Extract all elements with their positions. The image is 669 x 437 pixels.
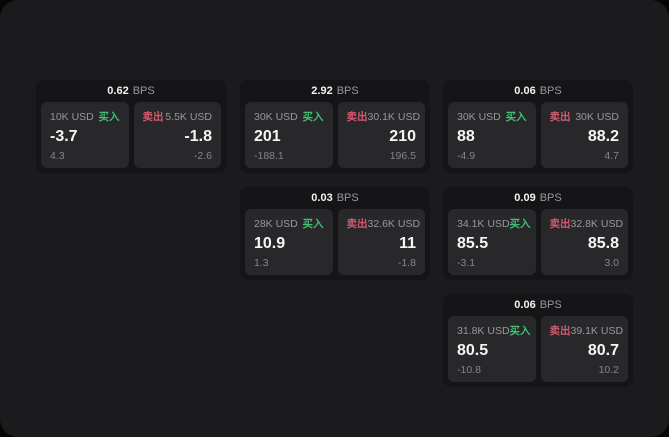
bps-value: 0.06 [514, 299, 536, 311]
bps-header: 0.06 BPS [448, 80, 628, 102]
sell-amount: 32.8K USD [570, 217, 624, 230]
sell-price: -1.8 [184, 128, 212, 145]
buy-side-label: 买入 [302, 218, 324, 230]
sell-amount: 5.5K USD [165, 110, 212, 123]
sell-price: 85.8 [587, 235, 619, 252]
bps-unit-label: BPS [539, 299, 562, 311]
bps-header: 0.03 BPS [245, 187, 425, 209]
sell-delta: 4.7 [604, 150, 619, 162]
sell-price: 210 [389, 128, 416, 145]
buy-delta: -10.8 [457, 364, 481, 376]
buy-price: 85.5 [457, 235, 489, 252]
sell-delta: 196.5 [389, 150, 416, 162]
buy-side-label: 买入 [98, 111, 120, 123]
buy-price: 201 [254, 128, 281, 145]
sell-quote-tile[interactable]: 卖出 32.6K USD 11 -1.8 [337, 209, 425, 275]
buy-side-label: 买入 [505, 111, 527, 123]
quote-card: 0.03 BPS 28K USD 买入 10.9 1.3 卖出 32.6K USD… [240, 187, 430, 280]
sell-quote-tile[interactable]: 卖出 5.5K USD -1.8 -2.6 [133, 102, 221, 168]
bps-unit-label: BPS [132, 85, 155, 97]
sell-quote-tile[interactable]: 卖出 30.1K USD 210 196.5 [337, 102, 425, 168]
bps-value: 0.06 [514, 85, 536, 97]
sell-quote-tile[interactable]: 卖出 32.8K USD 85.8 3.0 [540, 209, 628, 275]
bps-value: 2.92 [311, 85, 333, 97]
buy-amount: 34.1K USD [457, 217, 510, 230]
buy-delta: -188.1 [254, 150, 284, 162]
buy-price: 10.9 [254, 235, 286, 252]
buy-price: 80.5 [457, 342, 489, 359]
sell-delta: -2.6 [193, 150, 212, 162]
quote-card: 2.92 BPS 30K USD 买入 201 -188.1 卖出 30.1K U… [240, 80, 430, 173]
sell-price: 88.2 [587, 128, 619, 145]
buy-price: 88 [457, 128, 475, 145]
sell-side-label: 卖出 [142, 111, 164, 123]
buy-amount: 10K USD [50, 110, 94, 123]
sell-side-label: 卖出 [549, 218, 571, 230]
sell-amount: 39.1K USD [570, 324, 624, 337]
bps-header: 2.92 BPS [245, 80, 425, 102]
bps-unit-label: BPS [336, 85, 359, 97]
sell-amount: 32.6K USD [367, 217, 421, 230]
sell-side-label: 卖出 [346, 218, 368, 230]
buy-quote-tile[interactable]: 31.8K USD 买入 80.5 -10.8 [448, 316, 536, 382]
sell-side-label: 卖出 [549, 325, 571, 337]
sell-delta: 3.0 [604, 257, 619, 269]
bps-header: 0.09 BPS [448, 187, 628, 209]
buy-quote-tile[interactable]: 10K USD 买入 -3.7 4.3 [41, 102, 129, 168]
sell-delta: -1.8 [397, 257, 416, 269]
buy-delta: -3.1 [457, 257, 476, 269]
sell-price: 80.7 [587, 342, 619, 359]
bps-unit-label: BPS [539, 85, 562, 97]
buy-side-label: 买入 [509, 325, 531, 337]
buy-amount: 30K USD [457, 110, 501, 123]
bps-unit-label: BPS [336, 192, 359, 204]
buy-quote-tile[interactable]: 30K USD 买入 88 -4.9 [448, 102, 536, 168]
sell-amount: 30K USD [575, 110, 619, 123]
buy-delta: 1.3 [254, 257, 269, 269]
quote-card: 0.06 BPS 31.8K USD 买入 80.5 -10.8 卖出 39.1K… [443, 294, 633, 387]
bps-header: 0.62 BPS [41, 80, 221, 102]
buy-amount: 28K USD [254, 217, 298, 230]
sell-amount: 30.1K USD [367, 110, 421, 123]
bps-unit-label: BPS [539, 192, 562, 204]
buy-side-label: 买入 [302, 111, 324, 123]
buy-amount: 30K USD [254, 110, 298, 123]
bps-value: 0.09 [514, 192, 536, 204]
buy-side-label: 买入 [509, 218, 531, 230]
buy-quote-tile[interactable]: 30K USD 买入 201 -188.1 [245, 102, 333, 168]
bps-header: 0.06 BPS [448, 294, 628, 316]
buy-delta: 4.3 [50, 150, 65, 162]
buy-amount: 31.8K USD [457, 324, 510, 337]
quote-card: 0.06 BPS 30K USD 买入 88 -4.9 卖出 30K USD 88… [443, 80, 633, 173]
sell-side-label: 卖出 [346, 111, 368, 123]
buy-quote-tile[interactable]: 34.1K USD 买入 85.5 -3.1 [448, 209, 536, 275]
quote-card: 0.62 BPS 10K USD 买入 -3.7 4.3 卖出 5.5K USD … [36, 80, 226, 173]
buy-delta: -4.9 [457, 150, 476, 162]
bps-value: 0.62 [107, 85, 129, 97]
buy-quote-tile[interactable]: 28K USD 买入 10.9 1.3 [245, 209, 333, 275]
quote-card: 0.09 BPS 34.1K USD 买入 85.5 -3.1 卖出 32.8K … [443, 187, 633, 280]
sell-side-label: 卖出 [549, 111, 571, 123]
sell-price: 11 [399, 235, 416, 252]
sell-quote-tile[interactable]: 卖出 39.1K USD 80.7 10.2 [540, 316, 628, 382]
sell-quote-tile[interactable]: 卖出 30K USD 88.2 4.7 [540, 102, 628, 168]
bps-value: 0.03 [311, 192, 333, 204]
buy-price: -3.7 [50, 128, 78, 145]
sell-delta: 10.2 [598, 364, 619, 376]
